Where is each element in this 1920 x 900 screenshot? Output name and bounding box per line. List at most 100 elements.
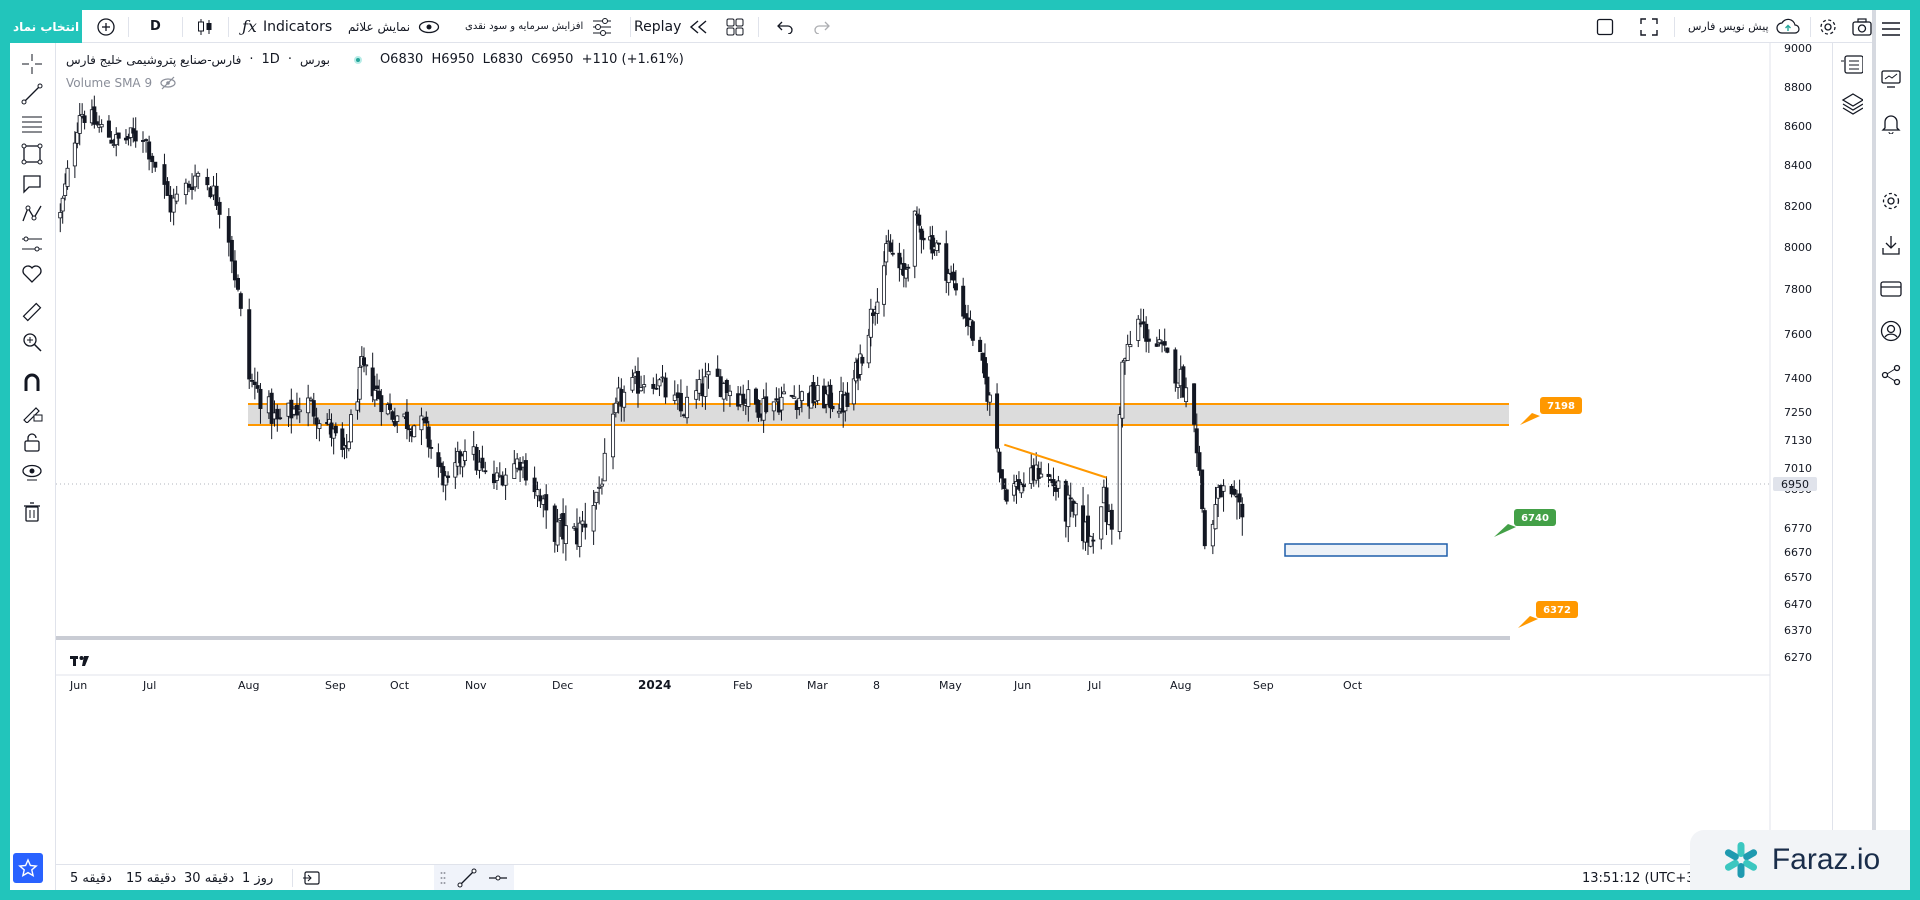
support-box[interactable] <box>1284 543 1448 557</box>
timeframe-1d[interactable]: 1 روز <box>242 870 274 886</box>
snapshot-button[interactable] <box>1852 10 1872 43</box>
candle <box>407 424 412 442</box>
redo-button[interactable] <box>813 10 831 43</box>
price-tick: 7250 <box>1784 406 1812 419</box>
select-area-button[interactable] <box>1596 10 1614 43</box>
rectangle-tool[interactable] <box>19 141 45 167</box>
fullscreen-button[interactable] <box>1640 10 1658 43</box>
candle <box>685 385 690 424</box>
candle <box>1073 501 1078 527</box>
favorites-tool[interactable] <box>19 261 45 287</box>
candle <box>642 375 647 394</box>
candle <box>1221 479 1226 512</box>
card-button[interactable] <box>1880 278 1902 300</box>
indicators-button[interactable]: ƒx Indicators <box>242 10 332 43</box>
candle <box>1162 328 1167 352</box>
timeframe-15m[interactable]: 15 دقیقه <box>126 870 177 886</box>
candle <box>944 230 949 294</box>
price-chart[interactable]: 9000 8800 8600 8400 8200 8000 7800 7600 7400 7250… <box>10 10 1910 890</box>
candle <box>153 161 158 172</box>
lock-tool[interactable] <box>19 429 45 455</box>
measure-tool[interactable] <box>19 299 45 325</box>
zoom-tool[interactable] <box>19 329 45 355</box>
annotation-tool[interactable] <box>19 171 45 197</box>
candle <box>985 363 990 411</box>
candle <box>779 386 784 421</box>
star-icon <box>18 858 38 878</box>
candle <box>921 230 926 250</box>
monitor-button[interactable] <box>1880 68 1902 90</box>
layers-button[interactable] <box>1841 93 1863 115</box>
visibility-tool[interactable] <box>19 459 45 485</box>
candle <box>995 383 1000 453</box>
date-range-button[interactable] <box>302 865 322 890</box>
candle <box>58 203 63 233</box>
horizontal-line-icon[interactable] <box>488 868 508 888</box>
crosshair-tool[interactable] <box>19 51 45 77</box>
trend-line-icon[interactable] <box>457 868 477 888</box>
watchlist-button[interactable] <box>1841 53 1863 75</box>
profile-button[interactable] <box>1880 320 1902 342</box>
download-button[interactable] <box>1880 234 1902 256</box>
candle <box>715 355 720 377</box>
trend-line-tool[interactable] <box>19 81 45 107</box>
time-axis: Jun Jul Aug Sep Oct Nov Dec 2024 Feb Mar 8 May Jun Ju… <box>69 678 1363 692</box>
chart-type-button[interactable] <box>195 10 215 43</box>
timeframe-5m[interactable]: 5 دقیقه <box>70 870 112 886</box>
drag-handle-icon[interactable] <box>440 871 446 885</box>
pattern-tool[interactable] <box>19 201 45 227</box>
resistance-zone[interactable] <box>248 404 1509 425</box>
remove-drawings-tool[interactable] <box>19 499 45 525</box>
price-tick: 6270 <box>1784 651 1812 664</box>
layout-button[interactable] <box>726 10 744 43</box>
candle <box>379 389 384 426</box>
capital-increase-button[interactable]: افزایش سرمایه و سود نقدی <box>465 10 613 43</box>
pattern-icon <box>22 205 42 222</box>
fib-tool[interactable] <box>19 111 45 137</box>
clock[interactable]: 13:51:12 (UTC+3:3 <box>1582 870 1708 886</box>
show-signals-button[interactable]: نمایش علائم <box>348 10 440 43</box>
symbol-search-button[interactable]: انتخاب نماد <box>10 10 82 43</box>
candle <box>703 362 708 410</box>
timeframe-30m[interactable]: 30 دقیقه <box>184 870 235 886</box>
candle <box>724 378 729 401</box>
candle <box>934 239 939 256</box>
candle <box>753 387 758 413</box>
candle <box>443 470 448 501</box>
candle <box>1232 480 1237 497</box>
alerts-button[interactable] <box>1880 112 1902 134</box>
redo-icon <box>814 21 830 34</box>
card-icon <box>1880 281 1902 297</box>
symbol-legend[interactable]: فارس-صنایع پتروشیمی خلیج فارس · 1D · بور… <box>66 52 684 67</box>
candle <box>190 173 195 200</box>
draft-save-button[interactable]: پیش نویس فارس <box>1688 10 1801 43</box>
magnet-tool[interactable] <box>19 369 45 395</box>
projection-tool[interactable] <box>19 231 45 257</box>
trend-line[interactable] <box>1004 443 1107 479</box>
candle <box>1053 481 1058 501</box>
candle <box>583 502 588 540</box>
candle <box>374 373 379 401</box>
settings-button[interactable] <box>1880 190 1902 212</box>
menu-button[interactable] <box>1880 18 1902 40</box>
candle <box>1237 479 1242 519</box>
undo-button[interactable] <box>776 10 794 43</box>
candle <box>474 444 479 475</box>
candle <box>77 103 82 146</box>
candle <box>174 185 179 205</box>
last-price-label: 6950 <box>1781 478 1809 491</box>
candle <box>404 399 409 440</box>
favorites-star-button[interactable] <box>13 853 43 883</box>
time-tick: Dec <box>552 679 573 692</box>
replay-button[interactable]: Replay <box>634 10 709 43</box>
chart-settings-button[interactable] <box>1818 10 1838 43</box>
share-button[interactable] <box>1880 364 1902 386</box>
candle <box>494 467 499 490</box>
interval-button[interactable]: D <box>150 19 161 34</box>
fib-icon <box>22 116 42 133</box>
candle <box>1128 330 1133 348</box>
candle <box>1181 364 1186 398</box>
volume-legend[interactable]: Volume SMA 9 <box>66 76 176 90</box>
lock-drawing-tool[interactable] <box>19 399 45 425</box>
add-symbol-button[interactable] <box>96 10 116 43</box>
